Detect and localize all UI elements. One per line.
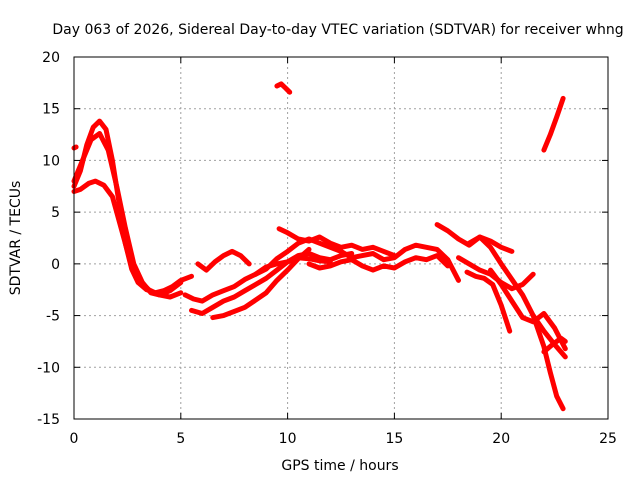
series-group — [71, 81, 568, 412]
series-line-track-5 — [189, 251, 355, 316]
y-tick-label: -15 — [37, 412, 60, 428]
x-tick-label: 0 — [70, 431, 79, 447]
x-axis-label: GPS time / hours — [281, 458, 398, 474]
series-line-track-9 — [253, 236, 461, 283]
x-tick-label: 15 — [385, 431, 403, 447]
y-tick-label: 5 — [51, 205, 60, 221]
y-tick-label: 20 — [42, 50, 60, 66]
y-tick-label: -10 — [37, 360, 60, 376]
series-line-track-18 — [541, 335, 568, 355]
y-tick-label: 0 — [51, 257, 60, 273]
series-line-track-19 — [541, 95, 566, 153]
series-line-track-7 — [195, 248, 252, 273]
y-tick-label: 10 — [42, 153, 60, 169]
x-tick-label: 20 — [492, 431, 510, 447]
chart-title: Day 063 of 2026, Sidereal Day-to-day VTE… — [52, 22, 623, 38]
series-line-track-16 — [488, 267, 568, 352]
y-axis-label: SDTVAR / TECUs — [8, 181, 24, 296]
y-tick-label: -5 — [46, 309, 60, 325]
series-line-track-17 — [530, 313, 566, 412]
x-tick-label: 25 — [599, 431, 617, 447]
series-line-track-15 — [464, 269, 513, 334]
plot-frame — [73, 56, 609, 420]
series-line-track-10 — [276, 226, 397, 259]
ticks: 0 5 10 15 20 25 -15 -10 -5 0 5 10 15 20 — [37, 50, 617, 447]
series-line-track-20 — [274, 81, 293, 95]
series-line-track-3 — [71, 178, 184, 300]
series-line-track-8 — [210, 246, 312, 321]
series-line-track-11 — [306, 253, 451, 273]
x-tick-label: 10 — [279, 431, 297, 447]
y-tick-label: 15 — [42, 102, 60, 118]
x-tick-label: 5 — [176, 431, 185, 447]
